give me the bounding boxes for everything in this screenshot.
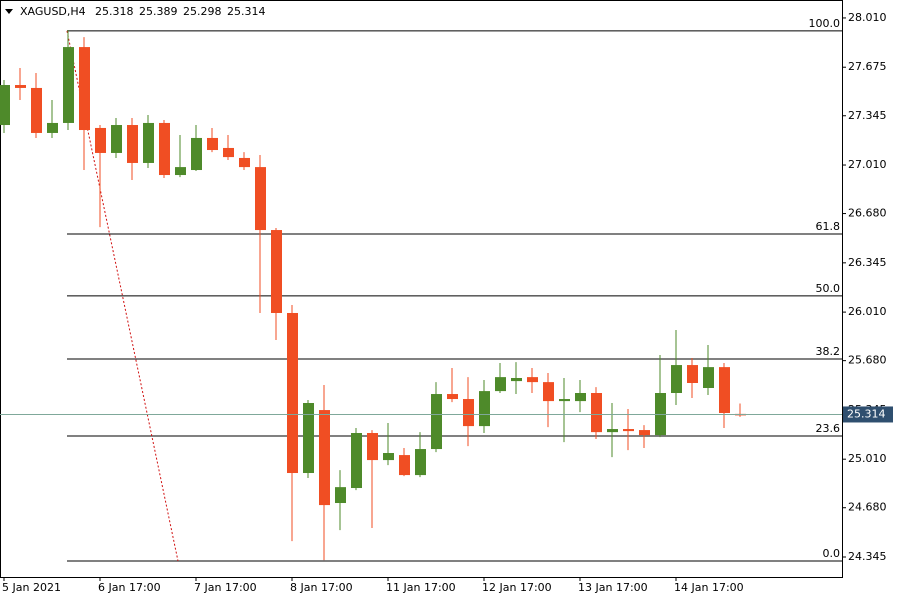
x-tick-label: 11 Jan 17:00 [386,581,456,594]
fib-label: 50.0 [816,282,841,295]
candle-body [271,230,282,313]
header-high: 25.389 [139,5,178,18]
candle-body [207,137,218,151]
candle-body [0,85,10,126]
candle-body [479,391,490,427]
header-open: 25.318 [95,5,134,18]
candle-body [719,367,730,414]
candle-body [559,399,570,402]
y-tick-label: 24.680 [848,501,887,514]
candle-body [575,393,586,402]
candle-body [63,47,74,123]
candle-body [383,453,394,461]
candle-body [687,365,698,383]
candle-body [639,430,650,436]
menu-arrow[interactable] [5,9,13,14]
candle-body [191,137,202,171]
candle-body [175,167,186,176]
candle-body [671,365,682,394]
y-tick-label: 28.010 [848,11,887,24]
price-label-box [843,406,893,423]
candle-body [159,122,170,176]
y-tick-label: 27.345 [848,109,887,122]
x-tick-label: 8 Jan 17:00 [290,581,353,594]
candle-body [543,382,554,402]
x-tick-label: 5 Jan 2021 [2,581,61,594]
candle-body [703,367,714,389]
y-tick-label: 26.010 [848,305,887,318]
fib-label: 0.0 [823,547,841,560]
fib-label: 100.0 [809,17,841,30]
y-tick-label: 24.345 [848,550,887,563]
y-tick-label: 25.680 [848,354,887,367]
y-tick-label: 26.680 [848,207,887,220]
x-tick-label: 13 Jan 17:00 [578,581,648,594]
candle-body [431,394,442,450]
y-tick-label: 27.010 [848,158,887,171]
x-tick-label: 7 Jan 17:00 [194,581,257,594]
candle-body [607,429,618,433]
y-tick-label: 25.010 [848,452,887,465]
candle-body [255,167,266,231]
candle-body [591,393,602,433]
candle-body [95,127,106,153]
candle-body [319,410,330,506]
candle-body [351,433,362,489]
x-tick-label: 12 Jan 17:00 [482,581,552,594]
candle-body [527,377,538,383]
candle-body [495,377,506,392]
candle-body [79,47,90,131]
plot-frame [0,0,843,578]
fib-label: 23.6 [816,422,841,435]
x-tick-label: 14 Jan 17:00 [674,581,744,594]
candle-body [447,394,458,400]
candle-body [111,125,122,153]
candle-body [223,147,234,158]
header-symbol: XAGUSD,H4 [20,5,86,18]
fib-label: 38.2 [816,345,841,358]
candle-body [303,403,314,474]
price-label: 25.314 [847,407,886,420]
candle-body [511,377,522,382]
y-tick-label: 27.675 [848,60,887,73]
candle-body [127,125,138,163]
header-close: 25.314 [227,5,266,18]
candle-body [623,429,634,432]
candle-body [15,85,26,88]
candle-body [367,433,378,461]
y-tick-label: 26.345 [848,256,887,269]
x-tick-label: 6 Jan 17:00 [98,581,161,594]
fib-label: 61.8 [816,220,841,233]
candle-body [287,312,298,474]
candle-body [415,449,426,476]
candle-body [335,487,346,504]
candle-body [31,87,42,133]
candle-body [239,157,250,168]
candle-body [463,399,474,427]
candle-body [47,122,58,133]
candle-body [143,122,154,163]
header-low: 25.298 [183,5,222,18]
candle-body [399,455,410,476]
